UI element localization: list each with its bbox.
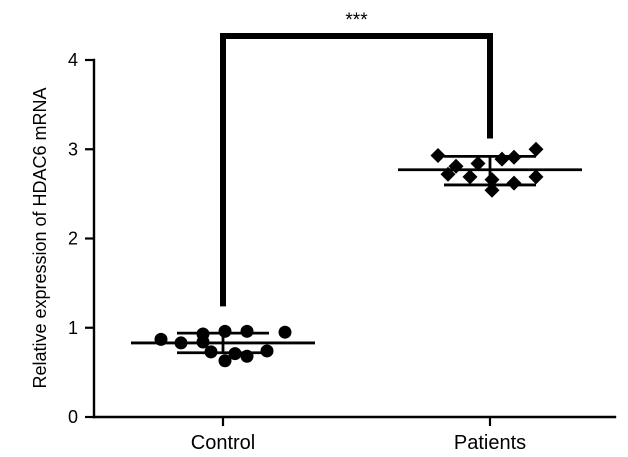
significance-bracket xyxy=(220,33,493,307)
y-axis-title: Relative expression of HDAC6 mRNA xyxy=(30,87,50,388)
data-point xyxy=(506,175,522,191)
data-point xyxy=(528,169,544,185)
data-point xyxy=(218,354,232,368)
data-point xyxy=(528,141,544,157)
x-axis-ticks: Control Patients xyxy=(191,417,526,454)
data-point xyxy=(218,324,232,338)
significance-annotation: *** xyxy=(220,10,493,307)
group-patients xyxy=(398,141,582,198)
data-point xyxy=(470,156,486,172)
data-point xyxy=(462,169,478,185)
significance-label: *** xyxy=(345,10,368,31)
data-point xyxy=(260,344,274,358)
x-category-label: Control xyxy=(191,432,255,454)
y-tick-label: 1 xyxy=(68,318,78,338)
data-point xyxy=(278,325,292,339)
data-groups xyxy=(131,141,582,368)
x-category-label: Patients xyxy=(454,432,526,454)
y-tick-label: 4 xyxy=(68,50,78,70)
y-tick-label: 3 xyxy=(68,139,78,159)
data-point xyxy=(494,151,510,167)
group-control xyxy=(131,324,315,368)
data-point xyxy=(430,147,446,163)
y-axis-ticks: 0 1 2 3 4 xyxy=(68,50,94,427)
data-point xyxy=(240,324,254,338)
y-tick-label: 0 xyxy=(68,407,78,427)
y-tick-label: 2 xyxy=(68,229,78,249)
data-point xyxy=(484,182,500,198)
data-point xyxy=(484,172,500,188)
